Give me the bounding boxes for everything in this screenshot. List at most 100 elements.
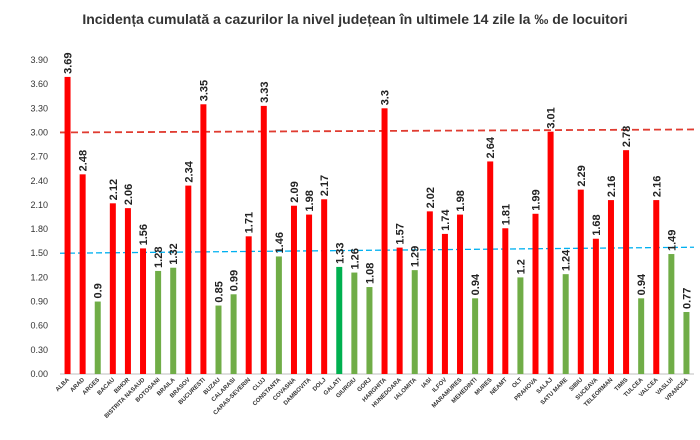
- chart-title: Incidența cumulată a cazurilor la nivel …: [82, 11, 627, 27]
- bar: [200, 104, 207, 375]
- bar: [275, 256, 282, 374]
- data-label: 0.94: [470, 273, 482, 295]
- data-label: 3.33: [259, 81, 271, 102]
- data-label: 2.09: [289, 181, 301, 202]
- bar: [124, 208, 131, 374]
- bar: [215, 305, 222, 374]
- bar: [668, 254, 675, 374]
- data-label: 1.98: [304, 190, 316, 211]
- y-tick-label: 2.10: [30, 200, 48, 210]
- threshold-line-1-5: [59, 246, 695, 254]
- bar: [396, 247, 403, 374]
- bar: [457, 214, 464, 374]
- y-tick-label: 1.50: [30, 248, 48, 258]
- bar: [230, 294, 237, 374]
- y-tick-label: 1.20: [30, 272, 48, 282]
- bar: [381, 108, 388, 375]
- data-label: 0.77: [681, 288, 693, 309]
- data-label: 2.34: [183, 160, 195, 182]
- bar: [607, 200, 614, 374]
- data-label: 3.69: [63, 52, 75, 73]
- data-label: 0.9: [93, 283, 105, 298]
- data-label: 1.2: [515, 259, 527, 274]
- bar: [109, 203, 116, 374]
- bar: [336, 266, 343, 374]
- threshold-lines: [59, 128, 695, 254]
- data-label: 1.32: [168, 243, 180, 264]
- data-label: 1.29: [410, 246, 422, 267]
- bar: [366, 287, 373, 374]
- bar: [562, 274, 569, 374]
- y-tick-label: 2.70: [30, 152, 48, 162]
- bar: [155, 270, 162, 374]
- bar: [472, 298, 479, 374]
- bar: [351, 272, 358, 374]
- data-label: 2.06: [123, 184, 135, 205]
- bar: [321, 199, 328, 374]
- bar: [683, 312, 690, 374]
- bar: [547, 131, 554, 374]
- bars: [64, 76, 690, 375]
- threshold-line-3: [59, 128, 695, 134]
- data-label: 3.35: [198, 80, 210, 101]
- bar: [185, 185, 192, 374]
- data-label: 2.17: [319, 175, 331, 196]
- y-tick-label: 3.90: [30, 55, 48, 65]
- bar: [245, 236, 252, 374]
- data-label: 1.33: [334, 242, 346, 263]
- bar: [441, 233, 448, 374]
- data-label: 1.56: [138, 224, 150, 245]
- category-label: DAMBOVITA: [283, 377, 313, 407]
- data-label: 2.78: [621, 126, 633, 147]
- category-label: IASI: [421, 377, 434, 390]
- y-tick-label: 3.00: [30, 127, 48, 137]
- bar: [623, 150, 630, 374]
- data-label: 1.26: [349, 248, 361, 269]
- bar: [426, 211, 433, 374]
- y-tick-label: 3.30: [30, 103, 48, 113]
- category-label: OLT: [511, 377, 524, 390]
- data-label: 1.28: [153, 247, 165, 268]
- y-tick-label: 3.60: [30, 79, 48, 89]
- bar: [170, 267, 177, 374]
- bar: [411, 270, 418, 374]
- bar: [306, 214, 313, 374]
- data-label: 1.24: [561, 249, 573, 271]
- data-label: 1.49: [666, 230, 678, 251]
- bar: [502, 228, 509, 374]
- data-label: 1.08: [364, 263, 376, 284]
- data-label: 0.99: [229, 270, 241, 291]
- data-label: 1.99: [531, 189, 543, 210]
- data-label: 0.85: [214, 281, 226, 302]
- data-label: 2.16: [651, 176, 663, 197]
- bar: [290, 205, 297, 374]
- bar: [94, 301, 101, 374]
- y-tick-label: 2.40: [30, 176, 48, 186]
- bar: [532, 213, 539, 374]
- y-tick-label: 0.90: [30, 297, 48, 307]
- data-label: 0.94: [636, 273, 648, 295]
- bar: [260, 105, 267, 375]
- y-tick-label: 1.80: [30, 224, 48, 234]
- data-label: 1.57: [395, 223, 407, 244]
- data-labels: 3.69 2.48 0.9 2.12 2.06 1.561.28 1.32 2.34 3.35 0…: [63, 52, 694, 309]
- bar: [592, 238, 599, 374]
- data-label: 1.71: [244, 212, 256, 233]
- bar: [653, 200, 660, 374]
- data-label: 1.68: [591, 214, 603, 235]
- data-label: 1.98: [455, 190, 467, 211]
- data-label: 2.12: [108, 179, 120, 200]
- y-tick-label: 0.30: [30, 345, 48, 355]
- data-label: 2.16: [606, 176, 618, 197]
- y-tick-label: 0.00: [30, 369, 48, 379]
- bar: [638, 298, 645, 374]
- bar: [517, 277, 524, 374]
- data-label: 1.81: [500, 204, 512, 225]
- bar: [140, 248, 147, 374]
- y-tick-label: 0.60: [30, 321, 48, 331]
- bar: [64, 76, 71, 375]
- bar: [487, 161, 494, 374]
- bar: [577, 189, 584, 374]
